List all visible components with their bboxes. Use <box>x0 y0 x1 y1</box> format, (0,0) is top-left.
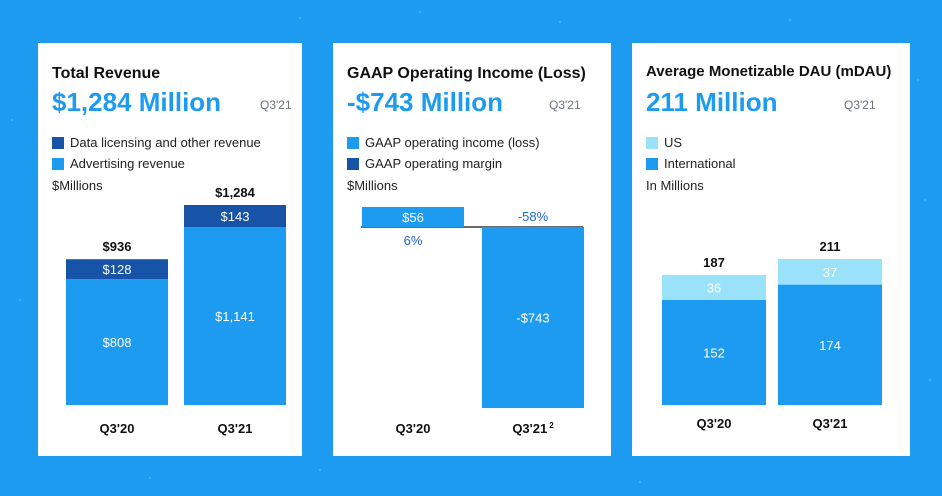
legend-swatch <box>347 136 359 149</box>
legend-item-operating-income: GAAP operating income (loss) <box>347 135 540 150</box>
headline-value: $1,284 Million <box>52 87 222 117</box>
legend-item-operating-margin: GAAP operating margin <box>347 156 502 171</box>
bar-operating-income-1 <box>482 227 584 408</box>
legend-swatch <box>646 157 658 170</box>
bar-international-1 <box>778 284 882 405</box>
total-label: 211 <box>820 239 841 254</box>
category-label: Q3'20 <box>100 421 135 436</box>
bar-advertising-revenue-0 <box>66 279 168 405</box>
category-label: Q3'20 <box>396 421 431 436</box>
legend-label: GAAP operating income (loss) <box>365 135 540 150</box>
unit-label: In Millions <box>646 178 704 193</box>
category-label: Q3'21 <box>813 416 848 431</box>
legend-label: Data licensing and other revenue <box>70 135 261 150</box>
bar-international-0 <box>662 299 766 405</box>
unit-label: $Millions <box>52 178 103 193</box>
footnote-marker: 2 <box>549 421 554 430</box>
legend-label: International <box>664 156 736 171</box>
legend-label: Advertising revenue <box>70 156 185 171</box>
mdau-panel: Average Monetizable DAU (mDAU) 211 Milli… <box>632 43 910 456</box>
total-label: $1,284 <box>215 185 256 200</box>
revenue-chart: $808 $128 $936 Q3'20 $1,141 $143 $1,284 Q3'21 <box>66 185 286 436</box>
bar-value-label: 37 <box>823 265 837 280</box>
category-label: Q3'21 <box>218 421 253 436</box>
bar-data-licensing-and-other-revenue-0 <box>66 259 168 280</box>
chart-title: GAAP Operating Income (Loss) <box>347 65 586 82</box>
operating-income-chart: $56 6% Q3'20 -$743 -58% Q3'21 2 <box>361 207 584 436</box>
bar-value-label: $56 <box>402 210 424 225</box>
legend-item-advertising: Advertising revenue <box>52 156 185 171</box>
legend-item-international: International <box>646 156 736 171</box>
total-revenue-panel: Total Revenue $1,284 Million Q3'21 Data … <box>38 43 302 456</box>
mdau-chart: 152 36 187 Q3'20 174 37 211 Q3'21 <box>662 239 882 431</box>
bar-advertising-revenue-1 <box>184 227 286 405</box>
bar-operating-income-0 <box>362 207 464 227</box>
operating-income-panel: GAAP Operating Income (Loss) -$743 Milli… <box>333 43 611 456</box>
bar-value-label: 174 <box>819 338 841 353</box>
margin-label: 6% <box>404 233 423 248</box>
period-label: Q3'21 <box>844 98 876 112</box>
legend-label: US <box>664 135 683 150</box>
bar-value-label: $143 <box>221 209 250 224</box>
category-label: Q3'20 <box>697 416 732 431</box>
headline-value: -$743 Million <box>347 87 504 117</box>
margin-label: -58% <box>518 209 549 224</box>
bar-us-1 <box>778 259 882 285</box>
legend-item-data-licensing: Data licensing and other revenue <box>52 135 261 150</box>
total-label: 187 <box>703 255 725 270</box>
bar-us-0 <box>662 274 766 300</box>
bar-value-label: $128 <box>103 262 132 277</box>
headline-value: 211 Million <box>646 87 778 117</box>
chart-title: Total Revenue <box>52 65 161 82</box>
chart-title: Average Monetizable DAU (mDAU) <box>646 63 892 80</box>
bar-value-label: 152 <box>703 345 725 360</box>
legend-item-us: US <box>646 135 682 150</box>
bar-value-label: 36 <box>707 280 721 295</box>
legend-swatch <box>646 136 658 149</box>
bar-value-label: $1,141 <box>215 309 255 324</box>
period-label: Q3'21 <box>549 98 581 112</box>
bar-value-label: $808 <box>103 335 132 350</box>
bar-data-licensing-and-other-revenue-1 <box>184 205 286 228</box>
category-label: Q3'21 2 <box>512 421 554 436</box>
period-label: Q3'21 <box>260 98 292 112</box>
bar-value-label: -$743 <box>516 311 549 326</box>
total-label: $936 <box>103 239 132 254</box>
legend-swatch <box>52 157 64 170</box>
unit-label: $Millions <box>347 178 398 193</box>
legend-label: GAAP operating margin <box>365 156 503 171</box>
legend-swatch <box>347 157 359 170</box>
legend-swatch <box>52 136 64 149</box>
